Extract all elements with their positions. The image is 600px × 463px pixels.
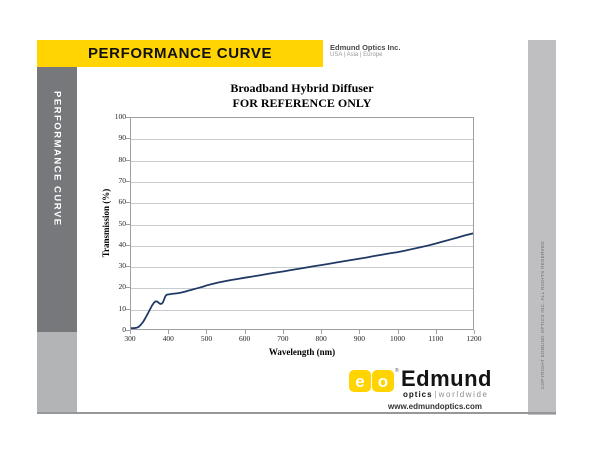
x-tick-mark [321, 330, 323, 334]
logo-square-o: o [372, 370, 394, 392]
x-tick-label: 300 [124, 334, 136, 343]
brand-tagline: optics | worldwide [403, 390, 489, 399]
x-tick-label: 1000 [390, 334, 406, 343]
chart-title: Broadband Hybrid Diffuser [230, 81, 374, 95]
brand-tagline-optics: optics [403, 390, 433, 399]
x-tick-mark [282, 330, 284, 334]
gridline-y-70 [131, 181, 473, 183]
logo-letter-o: o [377, 371, 389, 391]
x-tick-label: 1200 [466, 334, 482, 343]
y-tick-label: 20 [118, 282, 127, 292]
y-tick-mark [126, 180, 130, 182]
gridline-y-40 [131, 245, 473, 247]
x-tick-mark [244, 330, 246, 334]
y-tick-mark [126, 117, 130, 118]
left-sidebar-lower [37, 332, 77, 413]
x-tick-mark [168, 330, 170, 334]
y-tick-mark [126, 330, 130, 331]
y-tick-label: 90 [118, 133, 127, 143]
transmission-curve-svg [131, 232, 473, 329]
x-tick-label: 400 [162, 334, 174, 343]
right-copyright-bar: COPYRIGHT EDMUND OPTICS INC. ALL RIGHTS … [528, 40, 556, 415]
gridline-y-50 [131, 224, 473, 226]
x-tick-label: 600 [239, 334, 251, 343]
series-transmission [131, 232, 473, 329]
company-regions: USA | Asia | Europe [330, 52, 383, 59]
logo-square-e: e [349, 370, 371, 392]
y-tick-mark [126, 223, 130, 225]
chart-subtitle: FOR REFERENCE ONLY [232, 96, 372, 110]
x-tick-mark [206, 330, 208, 334]
y-axis-title: Transmission (%) [101, 188, 111, 258]
y-tick-label: 30 [118, 261, 127, 271]
brand-tagline-separator: | [434, 390, 437, 399]
copyright-vertical-text: COPYRIGHT EDMUND OPTICS INC. ALL RIGHTS … [539, 241, 545, 390]
chart-title-block: Broadband Hybrid Diffuser FOR REFERENCE … [110, 81, 494, 111]
gridline-y-90 [131, 139, 473, 141]
company-name: Edmund Optics Inc. [330, 43, 401, 52]
x-tick-mark [397, 330, 399, 334]
footer-divider-line [37, 412, 556, 414]
gridline-y-60 [131, 203, 473, 205]
page-title: PERFORMANCE CURVE [87, 45, 273, 62]
x-tick-label: 800 [315, 334, 327, 343]
brand-name: Edmund [401, 366, 492, 391]
y-tick-mark [126, 202, 130, 204]
y-tick-mark [126, 138, 130, 140]
header-title-bar: PERFORMANCE CURVE [37, 40, 323, 67]
y-tick-label: 70 [118, 175, 127, 185]
website-url: www.edmundoptics.com [388, 402, 482, 411]
y-tick-mark [126, 287, 130, 289]
y-tick-label: 80 [118, 154, 127, 164]
gridline-y-10 [131, 309, 473, 311]
x-tick-label: 700 [277, 334, 289, 343]
y-tick-label: 0 [122, 325, 126, 334]
x-tick-mark [359, 330, 361, 334]
gridline-y-20 [131, 288, 473, 290]
x-tick-mark [435, 330, 437, 334]
gridline-y-80 [131, 160, 473, 162]
x-tick-mark [130, 330, 131, 334]
y-tick-label: 50 [118, 218, 127, 228]
header-company-block: Edmund Optics Inc. USA | Asia | Europe [330, 43, 400, 60]
left-sidebar: PERFORMANCE CURVE [37, 67, 77, 332]
logo-letter-e: e [355, 371, 365, 391]
x-axis-title: Wavelength (nm) [268, 347, 336, 357]
x-tick-label: 500 [200, 334, 213, 343]
plot-area [130, 117, 474, 330]
y-tick-label: 60 [118, 197, 127, 207]
y-tick-mark [126, 244, 130, 246]
y-tick-mark [126, 308, 130, 310]
y-tick-label: 100 [114, 112, 126, 121]
brand-tagline-worldwide: worldwide [438, 390, 489, 399]
registered-trademark-mark: ® [395, 368, 399, 374]
y-tick-label: 40 [118, 239, 127, 249]
y-tick-label: 10 [118, 303, 127, 313]
x-tick-label: 1100 [428, 334, 444, 343]
y-tick-mark [126, 266, 130, 268]
sidebar-vertical-label: PERFORMANCE CURVE [51, 91, 63, 227]
y-tick-mark [126, 159, 130, 161]
x-tick-label: 900 [353, 334, 365, 343]
x-tick-mark [474, 330, 475, 334]
